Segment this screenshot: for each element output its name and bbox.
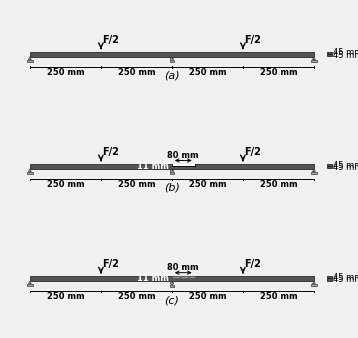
- Text: 45 mm: 45 mm: [333, 275, 358, 284]
- Text: 250 mm: 250 mm: [189, 68, 226, 77]
- Text: 250 mm: 250 mm: [260, 180, 297, 189]
- Text: 45 mm: 45 mm: [333, 273, 358, 282]
- Bar: [30, 52, 314, 57]
- Text: 250 mm: 250 mm: [117, 68, 155, 77]
- Text: F/2: F/2: [244, 35, 261, 45]
- Text: 250 mm: 250 mm: [260, 292, 297, 301]
- Bar: [327, 166, 332, 168]
- Polygon shape: [29, 57, 31, 59]
- Bar: [27, 172, 33, 174]
- Polygon shape: [313, 169, 315, 172]
- Text: 45 mm: 45 mm: [333, 51, 358, 59]
- Text: F/2: F/2: [244, 259, 261, 269]
- Text: (c): (c): [164, 295, 179, 305]
- Text: 80 mm: 80 mm: [168, 151, 199, 160]
- Text: (a): (a): [164, 71, 180, 81]
- Bar: [30, 276, 314, 281]
- Polygon shape: [29, 281, 31, 284]
- Text: 250 mm: 250 mm: [117, 180, 155, 189]
- Polygon shape: [313, 57, 315, 59]
- Text: 11 mm: 11 mm: [137, 274, 169, 283]
- Bar: [311, 284, 317, 286]
- Bar: [327, 52, 332, 54]
- Text: F/2: F/2: [102, 147, 119, 157]
- Bar: [327, 279, 332, 281]
- Text: 250 mm: 250 mm: [260, 68, 297, 77]
- Polygon shape: [29, 169, 31, 172]
- Bar: [170, 60, 174, 62]
- Text: 250 mm: 250 mm: [117, 292, 155, 301]
- Bar: [327, 164, 332, 166]
- Text: 250 mm: 250 mm: [189, 292, 226, 301]
- Text: F/2: F/2: [244, 147, 261, 157]
- Text: 45 mm: 45 mm: [333, 161, 358, 170]
- Bar: [27, 284, 33, 286]
- Bar: [30, 164, 314, 169]
- Bar: [327, 276, 332, 279]
- Bar: [327, 54, 332, 56]
- Text: 45 mm: 45 mm: [333, 163, 358, 172]
- Text: 80 mm: 80 mm: [168, 263, 199, 272]
- Bar: [311, 172, 317, 174]
- Bar: [170, 285, 174, 287]
- Text: F/2: F/2: [102, 259, 119, 269]
- Text: 250 mm: 250 mm: [47, 68, 84, 77]
- Text: 250 mm: 250 mm: [189, 180, 226, 189]
- Bar: [172, 276, 195, 278]
- Bar: [170, 172, 174, 174]
- Bar: [172, 164, 195, 166]
- Polygon shape: [313, 281, 315, 284]
- Text: 11 mm: 11 mm: [137, 162, 169, 171]
- Text: 45 mm: 45 mm: [333, 48, 358, 57]
- Bar: [27, 59, 33, 62]
- Text: (b): (b): [164, 183, 180, 193]
- Text: F/2: F/2: [102, 35, 119, 45]
- Text: 250 mm: 250 mm: [47, 292, 84, 301]
- Text: 250 mm: 250 mm: [47, 180, 84, 189]
- Bar: [311, 59, 317, 62]
